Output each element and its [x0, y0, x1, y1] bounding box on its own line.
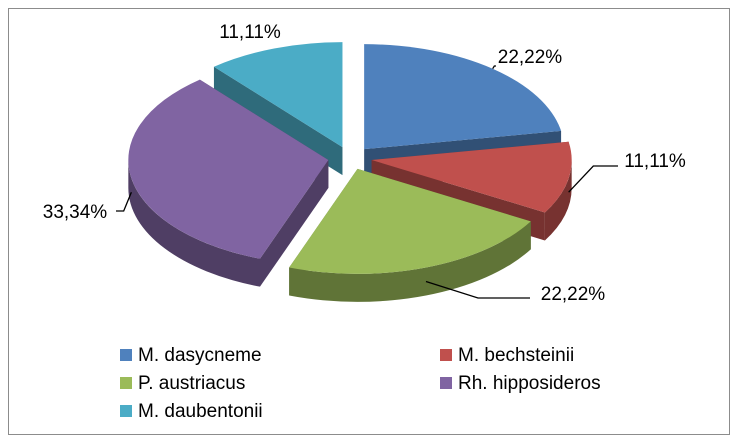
slice-side	[289, 221, 531, 302]
data-label: 22,22%	[541, 284, 606, 305]
data-label: 11,11%	[219, 22, 281, 43]
data-label: 11,11%	[624, 151, 686, 172]
legend-swatch	[120, 349, 132, 361]
legend-label: M. bechsteinii	[458, 345, 574, 366]
slice	[289, 168, 531, 274]
leader-line	[425, 280, 530, 299]
slice	[213, 42, 343, 148]
legend-label: Rh. hipposideros	[458, 373, 601, 394]
slice-side	[259, 160, 329, 287]
legend-label: P. austriacus	[138, 373, 245, 394]
slice-side	[544, 160, 572, 241]
slice-side	[213, 66, 343, 176]
leader-line	[568, 165, 618, 193]
leader-line	[116, 192, 132, 212]
legend-swatch	[440, 349, 452, 361]
slice	[128, 79, 329, 259]
legend-label: M. dasycneme	[138, 345, 262, 366]
leader-line	[492, 65, 496, 70]
slice	[371, 141, 572, 213]
slice-side	[128, 160, 260, 287]
slice	[364, 44, 562, 150]
legend-swatch	[440, 377, 452, 389]
legend-swatch	[120, 377, 132, 389]
legend-swatch	[120, 405, 132, 417]
legend-label: M. daubentonii	[138, 401, 263, 422]
data-label: 33,34%	[43, 202, 108, 223]
data-label: 22,22%	[498, 47, 563, 68]
